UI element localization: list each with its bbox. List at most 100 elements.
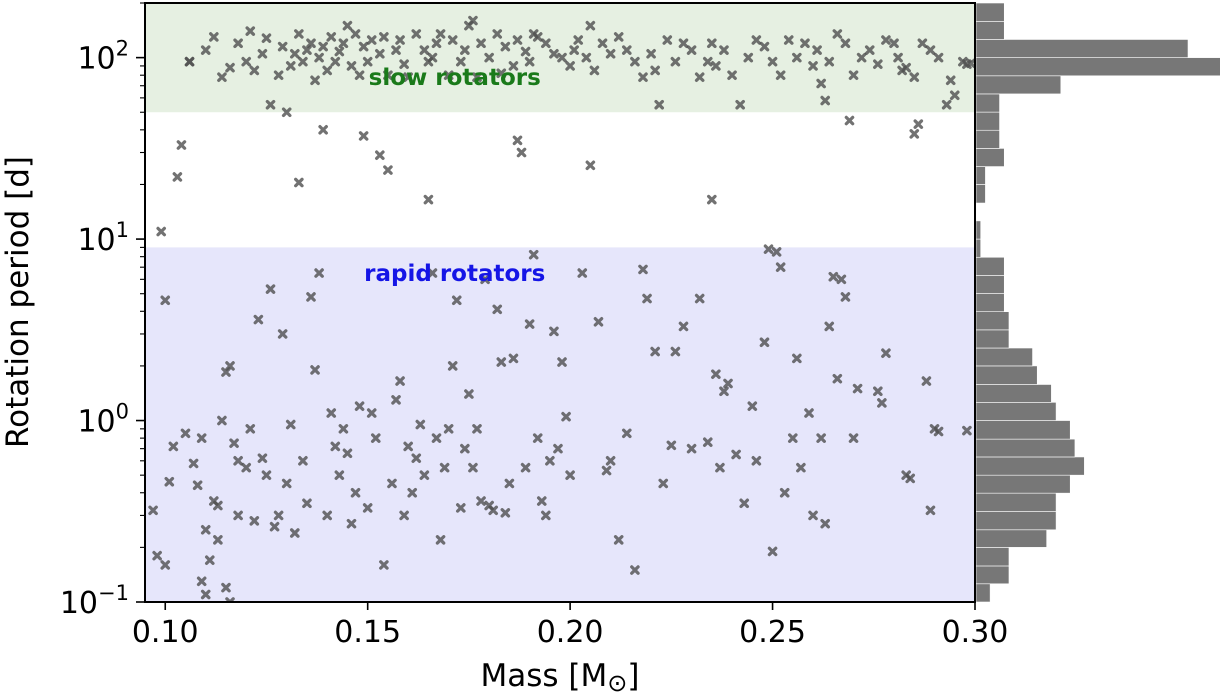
data-point: [354, 70, 365, 81]
data-point: [945, 75, 956, 86]
data-point: [156, 226, 166, 237]
data-point: [524, 56, 535, 67]
data-point: [290, 48, 300, 59]
histogram-bar: [975, 93, 1000, 113]
data-point: [346, 61, 357, 71]
data-point: [334, 46, 345, 57]
data-point: [192, 480, 203, 491]
data-point: [613, 535, 624, 545]
data-point: [492, 304, 503, 315]
data-point: [443, 424, 454, 434]
data-point: [792, 353, 802, 364]
histogram-bar: [975, 111, 1000, 131]
data-point: [925, 505, 936, 516]
data-point: [346, 518, 357, 529]
data-point: [265, 284, 276, 294]
data-point: [569, 45, 579, 55]
data-point: [180, 428, 191, 439]
data-point: [630, 565, 640, 575]
data-point: [302, 45, 312, 55]
data-point: [832, 373, 843, 384]
histogram-bar: [975, 184, 986, 204]
data-point: [456, 56, 466, 67]
data-point: [719, 386, 729, 397]
data-point: [350, 29, 361, 39]
histogram-bar: [975, 420, 1071, 440]
data-point: [253, 314, 264, 325]
data-point: [419, 45, 430, 55]
data-point: [261, 33, 272, 43]
histogram-bar: [975, 474, 1071, 494]
data-point: [342, 448, 353, 459]
x-tick-label: 0.20: [537, 615, 604, 650]
data-point: [520, 46, 531, 57]
data-point: [196, 576, 207, 587]
data-point: [314, 268, 324, 278]
data-point: [318, 41, 328, 52]
histogram-bar: [975, 220, 982, 240]
data-point: [399, 510, 409, 521]
data-point: [375, 150, 385, 160]
data-point: [496, 357, 507, 367]
data-point: [334, 470, 345, 480]
data-point: [694, 293, 705, 304]
data-point: [447, 361, 458, 371]
data-point: [557, 357, 567, 367]
histogram-bar: [975, 148, 1005, 167]
data-point: [747, 401, 758, 411]
data-point: [739, 498, 750, 509]
data-point: [864, 45, 875, 55]
data-point: [354, 401, 365, 411]
x-tick-label: 0.10: [132, 615, 199, 650]
data-point: [480, 274, 490, 285]
data-point: [820, 518, 830, 529]
data-point: [532, 32, 543, 42]
data-point: [549, 48, 559, 59]
data-point: [520, 462, 531, 473]
data-point: [415, 419, 426, 430]
data-point: [200, 524, 211, 535]
data-point: [893, 52, 903, 63]
histogram-bar: [975, 238, 982, 258]
histogram-bar: [975, 275, 1005, 294]
data-point: [715, 462, 725, 473]
data-point: [322, 65, 332, 76]
data-point: [273, 510, 284, 521]
data-point: [281, 478, 292, 489]
data-point: [751, 35, 762, 45]
data-point: [277, 329, 288, 339]
data-point: [597, 38, 608, 49]
data-point: [852, 383, 863, 394]
data-point: [662, 35, 673, 45]
data-point: [464, 389, 474, 399]
data-point: [358, 41, 369, 52]
data-point: [909, 72, 920, 83]
data-point: [686, 443, 697, 454]
data-point: [622, 428, 632, 439]
data-point: [338, 424, 349, 434]
data-point: [545, 455, 555, 466]
data-point: [164, 476, 175, 487]
histogram-bar: [975, 39, 1189, 58]
y-tick-label: 10−1: [60, 581, 129, 621]
data-point: [403, 441, 413, 452]
band-1: [145, 247, 975, 602]
data-point: [711, 369, 721, 380]
data-point: [366, 408, 377, 418]
data-point: [285, 61, 296, 71]
data-point: [824, 56, 835, 67]
data-point: [249, 516, 260, 526]
data-point: [233, 510, 243, 521]
data-point: [387, 478, 397, 489]
histogram-bar: [975, 75, 1062, 95]
data-point: [277, 41, 288, 52]
data-point: [439, 462, 450, 473]
data-point: [816, 78, 826, 89]
data-point: [443, 70, 454, 81]
data-point: [468, 15, 478, 26]
data-point: [873, 59, 883, 69]
data-point: [557, 52, 567, 63]
data-point: [707, 38, 717, 49]
data-point: [362, 503, 373, 513]
data-point: [273, 70, 284, 81]
